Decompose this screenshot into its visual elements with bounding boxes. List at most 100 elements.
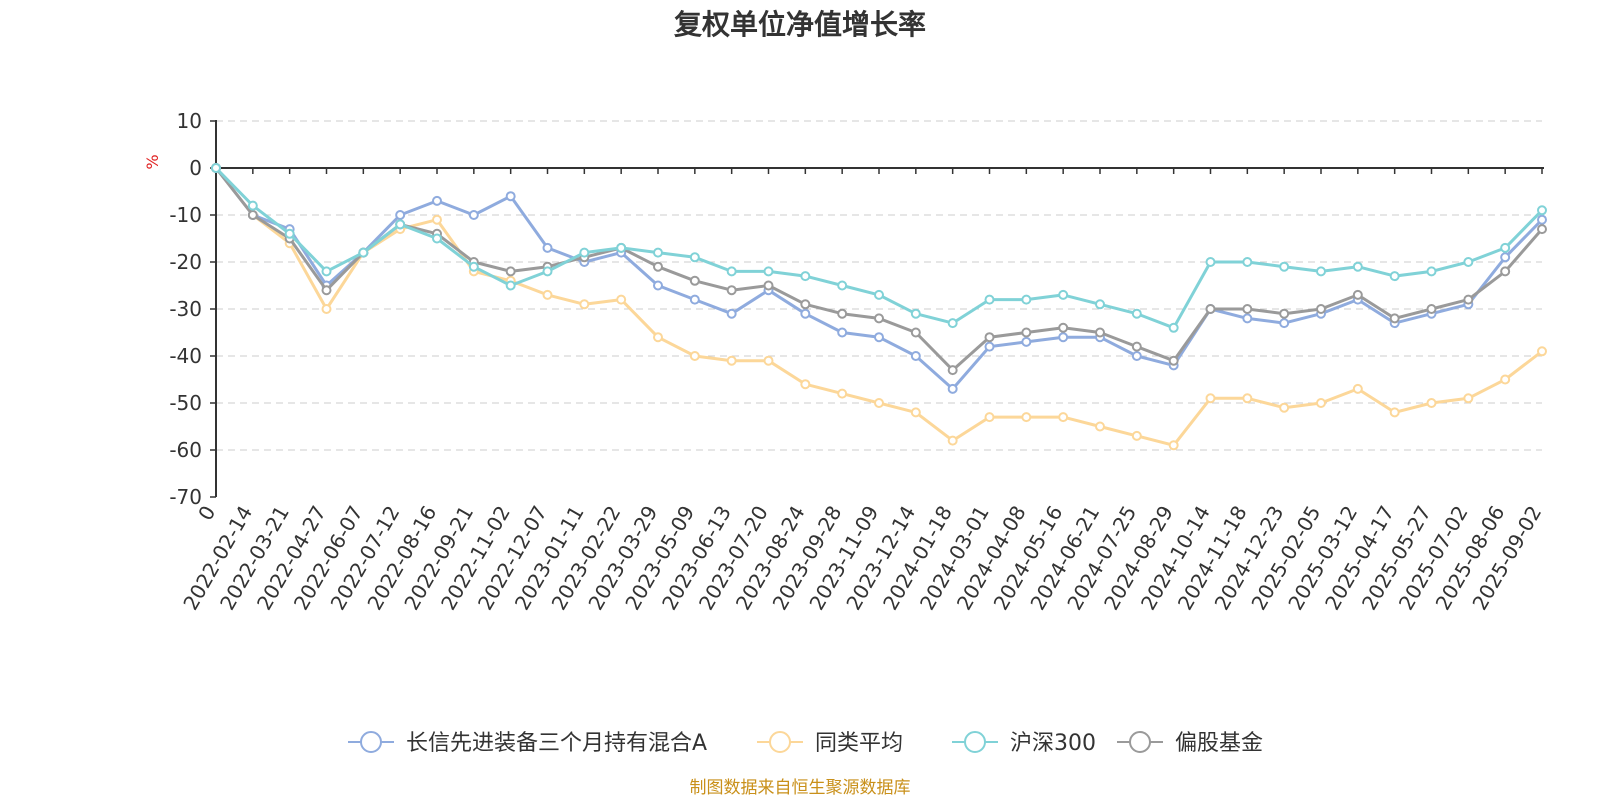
series-2 bbox=[211, 163, 1547, 333]
data-point bbox=[321, 266, 332, 277]
data-point bbox=[1242, 313, 1253, 324]
data-point bbox=[653, 280, 663, 291]
legend-label: 偏股基金 bbox=[1175, 731, 1263, 756]
data-point bbox=[1168, 355, 1179, 366]
data-point bbox=[1021, 336, 1032, 347]
y-axis-unit: % bbox=[143, 154, 162, 169]
data-point bbox=[837, 280, 848, 291]
data-point bbox=[1058, 412, 1069, 423]
data-point bbox=[284, 228, 295, 239]
data-point bbox=[1426, 304, 1437, 314]
data-point bbox=[505, 280, 516, 291]
data-point bbox=[689, 275, 700, 286]
data-point bbox=[1500, 374, 1511, 385]
data-point bbox=[800, 271, 811, 282]
data-point bbox=[653, 261, 663, 272]
legend-item-2[interactable]: 沪深300 bbox=[952, 731, 1096, 756]
data-point bbox=[1279, 318, 1290, 329]
data-point bbox=[1463, 294, 1474, 305]
data-point bbox=[1426, 266, 1437, 277]
data-point bbox=[910, 407, 921, 418]
data-point bbox=[432, 195, 442, 206]
data-point bbox=[874, 398, 884, 408]
y-tick-label: -50 bbox=[169, 391, 202, 415]
data-point bbox=[432, 233, 442, 244]
data-point bbox=[947, 365, 958, 376]
data-point bbox=[800, 379, 811, 390]
data-point bbox=[468, 210, 479, 220]
x-tick-labels: 02022-02-142022-03-212022-04-272022-06-0… bbox=[178, 501, 1546, 614]
data-point bbox=[505, 191, 516, 202]
data-point bbox=[1021, 294, 1032, 305]
legend-label: 长信先进装备三个月持有混合A bbox=[406, 731, 707, 756]
legend[interactable]: 长信先进装备三个月持有混合A 同类平均 沪深300 偏股基金 bbox=[348, 731, 1263, 756]
data-point bbox=[874, 313, 884, 324]
data-point bbox=[1316, 398, 1326, 408]
data-point bbox=[689, 351, 700, 361]
legend-marker bbox=[769, 731, 791, 753]
y-tick-label: -10 bbox=[169, 203, 202, 227]
data-point bbox=[1279, 261, 1290, 272]
data-point bbox=[1205, 257, 1216, 267]
data-point bbox=[1316, 304, 1326, 314]
data-point bbox=[837, 327, 848, 338]
data-point bbox=[358, 247, 369, 258]
y-tick-label: -20 bbox=[169, 250, 202, 274]
data-point bbox=[542, 289, 553, 300]
data-point bbox=[726, 355, 737, 366]
series-1 bbox=[211, 163, 1547, 451]
data-point bbox=[1205, 304, 1216, 314]
legend-label: 同类平均 bbox=[815, 731, 903, 756]
data-point bbox=[726, 285, 737, 296]
data-point bbox=[653, 332, 663, 343]
data-point bbox=[579, 299, 590, 310]
data-point bbox=[247, 200, 258, 211]
data-point bbox=[1058, 332, 1069, 343]
legend-item-0[interactable]: 长信先进装备三个月持有混合A bbox=[348, 731, 707, 756]
data-point bbox=[1021, 412, 1032, 423]
data-point bbox=[1095, 299, 1105, 310]
data-point bbox=[763, 280, 774, 291]
legend-item-3[interactable]: 偏股基金 bbox=[1117, 731, 1263, 756]
data-point bbox=[211, 163, 221, 173]
data-point bbox=[874, 332, 884, 343]
data-point bbox=[395, 210, 406, 220]
data-point bbox=[726, 308, 737, 319]
data-point bbox=[984, 294, 995, 305]
data-point bbox=[1389, 313, 1400, 324]
data-point bbox=[432, 214, 442, 225]
data-point bbox=[984, 332, 995, 343]
y-tick-label: -60 bbox=[169, 438, 202, 462]
data-point bbox=[1316, 266, 1326, 277]
series-0 bbox=[211, 163, 1547, 394]
data-point bbox=[874, 289, 884, 300]
series-layer bbox=[211, 163, 1547, 451]
data-point bbox=[1131, 351, 1142, 361]
data-point bbox=[1352, 289, 1363, 300]
data-point bbox=[837, 308, 848, 319]
data-point bbox=[910, 327, 921, 338]
data-point bbox=[1131, 341, 1142, 352]
data-point bbox=[1058, 289, 1069, 300]
data-point bbox=[1095, 327, 1105, 338]
data-point bbox=[1500, 252, 1511, 263]
data-source-note: 制图数据来自恒生聚源数据库 bbox=[690, 778, 911, 798]
data-point bbox=[910, 308, 921, 319]
y-tick-label: -30 bbox=[169, 297, 202, 321]
legend-item-1[interactable]: 同类平均 bbox=[757, 731, 903, 756]
data-point bbox=[395, 219, 406, 230]
data-point bbox=[984, 341, 995, 352]
data-point bbox=[689, 294, 700, 305]
data-point bbox=[505, 266, 516, 277]
data-point bbox=[1537, 214, 1547, 225]
data-point bbox=[1279, 308, 1290, 319]
data-point bbox=[1426, 398, 1437, 408]
data-point bbox=[1242, 257, 1253, 267]
data-point bbox=[1279, 402, 1290, 413]
legend-marker bbox=[360, 731, 382, 753]
data-point bbox=[321, 304, 332, 314]
data-point bbox=[1537, 224, 1547, 235]
legend-marker bbox=[964, 731, 986, 753]
data-point bbox=[947, 435, 958, 446]
